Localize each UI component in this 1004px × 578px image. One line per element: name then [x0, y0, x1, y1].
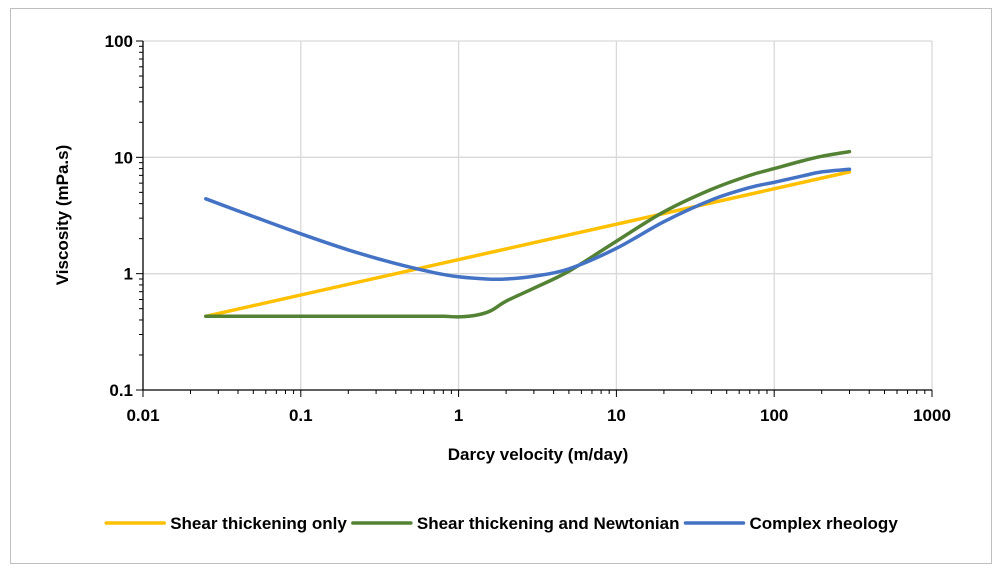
x-tick-label: 10 — [607, 406, 626, 425]
axes — [136, 40, 933, 397]
legend-label-shear-thickening-only: Shear thickening only — [170, 514, 347, 533]
series-lines — [204, 149, 852, 319]
y-tick-label: 100 — [105, 32, 133, 51]
series-line-shear-thickening-only — [204, 170, 852, 319]
legend-label-shear-thickening-and-newtonian: Shear thickening and Newtonian — [417, 514, 680, 533]
series-line-shear-thickening-and-newtonian — [204, 149, 852, 319]
x-axis-title: Darcy velocity (m/day) — [448, 445, 628, 464]
y-tick-label: 1 — [124, 265, 133, 284]
y-tick-label: 10 — [114, 148, 133, 167]
legend: Shear thickening only Shear thickening an… — [104, 514, 898, 533]
series-line-complex-rheology — [204, 167, 852, 282]
x-tick-label: 0.01 — [126, 406, 159, 425]
x-tick-label: 1000 — [913, 406, 951, 425]
y-tick-label: 0.1 — [109, 381, 133, 400]
chart-frame — [10, 8, 992, 564]
y-axis-title: Viscosity (mPa.s) — [53, 145, 72, 285]
x-tick-label: 0.1 — [289, 406, 313, 425]
gridlines — [143, 40, 933, 390]
x-tick-label: 100 — [760, 406, 788, 425]
tick-labels: 0.01 0.1 1 10 100 1000 0.1 1 10 100 — [105, 32, 951, 425]
legend-label-complex-rheology: Complex rheology — [749, 514, 898, 533]
x-tick-label: 1 — [454, 406, 463, 425]
